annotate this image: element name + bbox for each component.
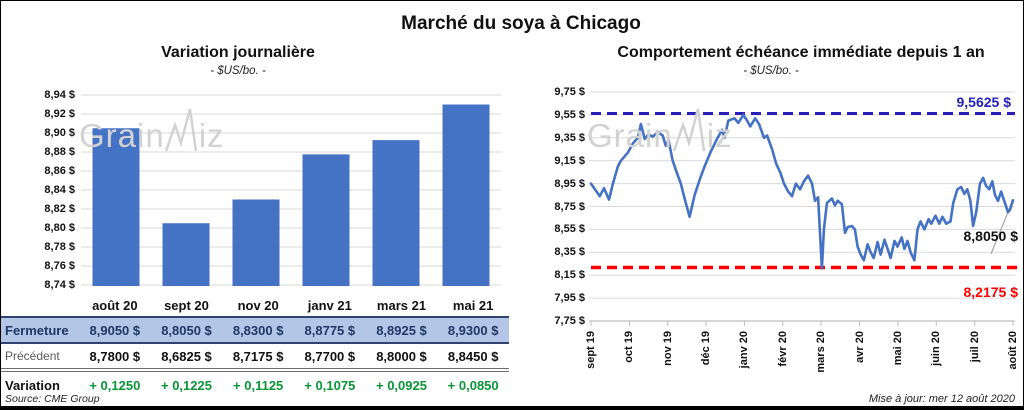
line-x-tick-label: sept 19	[585, 331, 597, 369]
page-title: Marché du soya à Chicago	[401, 13, 641, 34]
bar-y-tick-label: 8,94 $	[44, 89, 75, 101]
row-label: Variation	[5, 377, 60, 393]
grainwiz-zigzag-icon	[672, 108, 705, 152]
bar-chart-title: Variation journalière	[161, 44, 315, 61]
line-x-tick-label: janv 20	[738, 331, 751, 369]
table-cell: + 0,1075	[304, 377, 356, 393]
table-cell: + 0,1225	[161, 377, 212, 393]
table-cell: 8,8450 $	[447, 348, 499, 364]
line-chart-subtitle: - $US/bo. -	[743, 65, 799, 77]
source-note: Source: CME Group	[5, 393, 100, 405]
table-cell: + 0,1250	[89, 377, 141, 393]
bar-mai 21	[442, 104, 490, 286]
line-x-tick-label: juil 20	[968, 331, 981, 363]
table-cell: sept 20	[164, 297, 209, 313]
table-cell: 8,8925 $	[376, 322, 427, 338]
table-header-months: août 20 sept 20 nov 20 janv 21 mars 21 mai 21	[1, 294, 509, 316]
bar-y-tick-label: 8,84 $	[44, 184, 75, 196]
line-x-tick-label: mars 20	[815, 331, 828, 373]
bar-y-tick-label: 8,80 $	[44, 222, 75, 234]
line-y-tick-label: 7,75 $	[554, 315, 585, 327]
last-price-label: 8,8050 $	[963, 228, 1019, 244]
bar-sept 20	[162, 223, 210, 286]
grainwiz-watermark: Grain iz	[79, 107, 225, 153]
line-chart-title: Comportement échéance immédiate depuis 1…	[617, 44, 985, 61]
update-note: Mise à jour: mer 12 août 2020	[868, 393, 1015, 405]
bar-chart-subtitle: - $US/bo. -	[210, 65, 266, 77]
bar-y-tick-label: 8,74 $	[44, 279, 75, 291]
bar-y-tick-label: 8,86 $	[44, 165, 75, 177]
table-cell: mai 21	[452, 297, 494, 313]
line-y-tick-label: 8,95 $	[554, 177, 585, 190]
table-row-variation: Variation + 0,1250 + 0,1225 + 0,1125 + 0,107…	[1, 372, 509, 398]
line-y-tick-label: 8,15 $	[554, 269, 585, 282]
bar-y-tick-label: 8,92 $	[44, 108, 75, 120]
grainwiz-watermark: Grain iz	[587, 107, 733, 153]
watermark-text: iz	[198, 117, 225, 154]
table-cell: 8,8775 $	[304, 322, 356, 338]
table-cell: nov 20	[237, 297, 279, 313]
table-cell: + 0,1125	[233, 377, 284, 393]
table-cell: 8,6825 $	[161, 348, 212, 364]
grainwiz-zigzag-icon	[164, 108, 197, 152]
line-x-tick-label: mai 20	[891, 331, 904, 366]
bar-mars 21	[372, 140, 420, 286]
row-label: Fermeture	[5, 322, 69, 338]
table-cell: 8,9300 $	[447, 322, 499, 338]
table-cell: 8,7800 $	[89, 348, 141, 364]
line-x-tick-label: juin 20	[930, 331, 943, 366]
table-cell: 8,9050 $	[89, 322, 141, 338]
watermark-text: Grain	[79, 117, 165, 154]
bar-y-tick-label: 8,82 $	[44, 203, 75, 215]
watermark-text: iz	[706, 117, 733, 154]
table-cell: janv 21	[307, 297, 352, 313]
bar-janv 21	[302, 154, 350, 286]
table-cell: + 0,0925	[376, 377, 427, 393]
table-cell: 8,8300 $	[232, 322, 284, 338]
max-level-label: 9,5625 $	[956, 94, 1012, 110]
row-label: Précédent	[5, 349, 60, 363]
bar-y-tick-label: 8,76 $	[44, 260, 75, 272]
line-y-tick-label: 8,55 $	[554, 223, 585, 236]
table-cell: 8,7700 $	[304, 348, 356, 364]
table-row-fermeture: Fermeture 8,9050 $ 8,8050 $ 8,8300 $ 8,8775 …	[1, 316, 509, 344]
bar-y-tick-label: 8,90 $	[44, 127, 75, 139]
table-cell: + 0,0850	[447, 377, 499, 393]
line-x-tick-label: avr 20	[853, 331, 866, 363]
table-cell: 8,8000 $	[376, 348, 427, 364]
line-x-tick-label: nov 19	[661, 331, 674, 366]
table-cell: 8,7175 $	[232, 348, 284, 364]
watermark-text: Grain	[587, 117, 673, 154]
line-x-tick-label: déc 19	[700, 331, 713, 366]
line-y-tick-label: 8,75 $	[554, 200, 585, 213]
line-y-tick-label: 8,35 $	[554, 246, 585, 259]
line-x-tick-label: oct 19	[623, 331, 636, 363]
line-y-tick-label: 9,15 $	[554, 154, 585, 167]
table-cell: 8,8050 $	[161, 322, 212, 338]
line-x-tick-label: févr 20	[776, 331, 789, 367]
table-row-precedent: Précédent 8,7800 $ 8,6825 $ 8,7175 $ 8,7700 …	[1, 344, 509, 372]
table-cell: août 20	[92, 297, 138, 313]
line-x-tick-label: août 20	[1007, 331, 1019, 370]
bar-y-tick-label: 8,78 $	[44, 241, 75, 253]
line-y-tick-label: 9,75 $	[554, 86, 585, 98]
bar-y-tick-label: 8,88 $	[44, 146, 75, 158]
line-y-tick-label: 7,95 $	[554, 292, 585, 305]
line-y-tick-label: 9,35 $	[554, 131, 585, 144]
line-y-tick-label: 9,55 $	[554, 108, 585, 121]
price-table: août 20 sept 20 nov 20 janv 21 mars 21 mai 21…	[1, 294, 509, 398]
bar-nov 20	[232, 199, 280, 286]
min-level-label: 8,2175 $	[963, 284, 1019, 300]
table-cell: mars 21	[376, 297, 427, 313]
